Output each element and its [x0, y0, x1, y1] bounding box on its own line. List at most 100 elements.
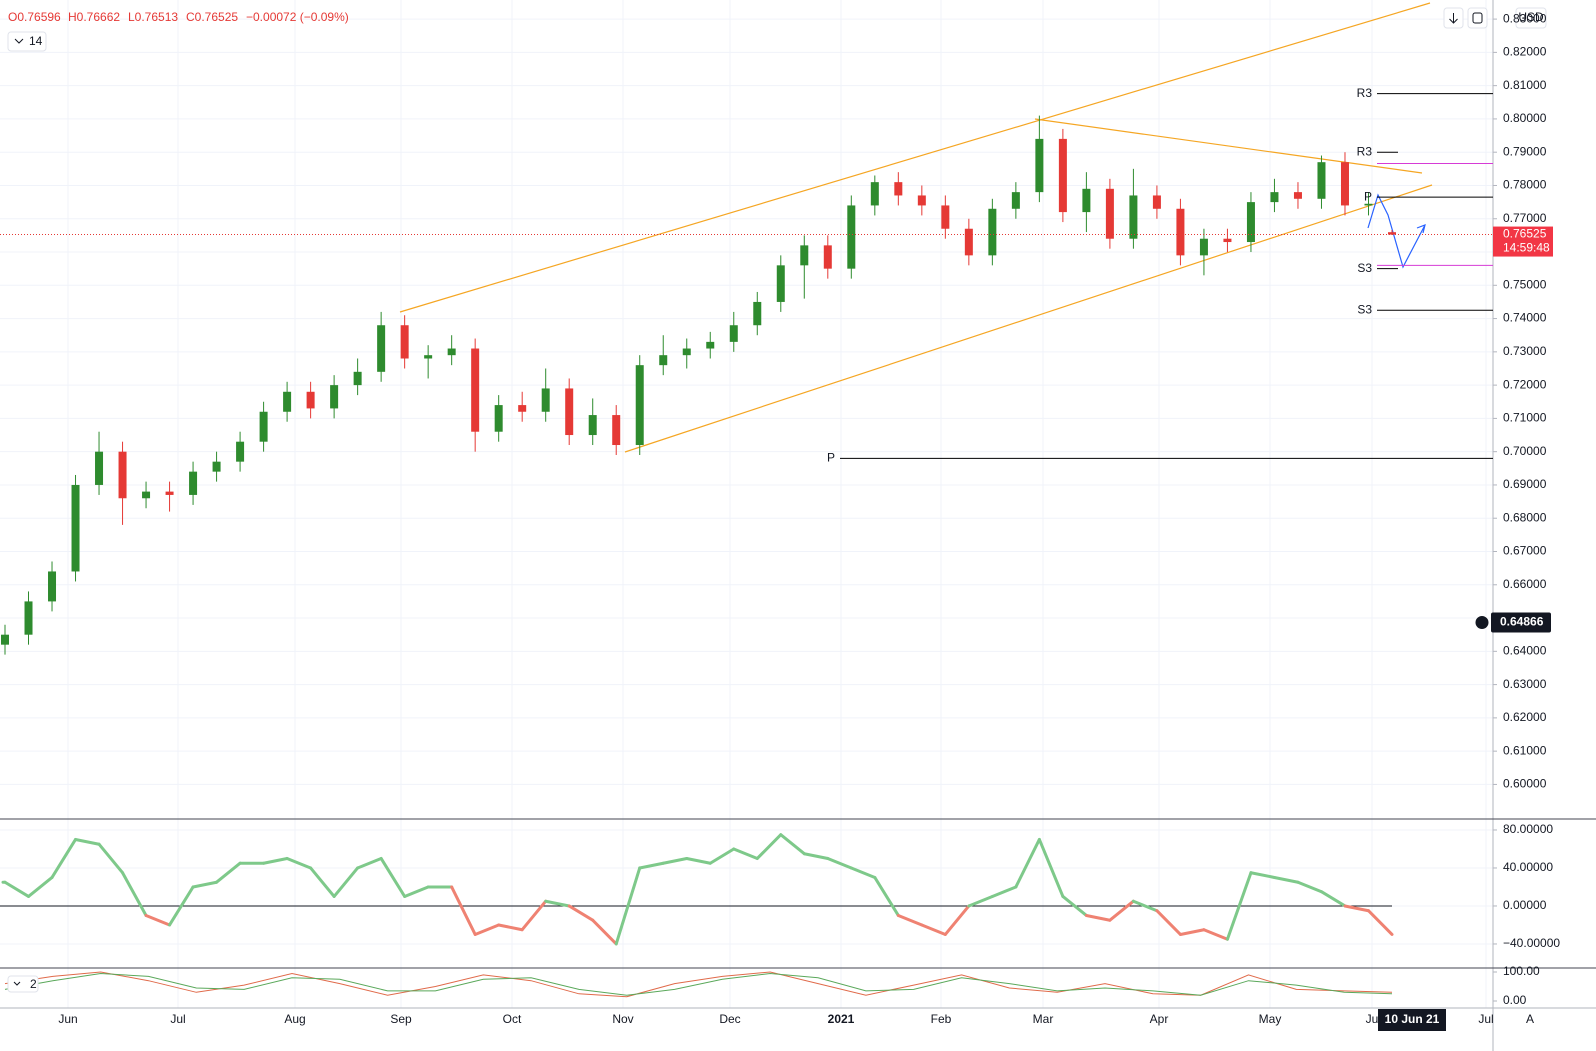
- trendline: [624, 184, 1433, 453]
- oscillator-segment: [1366, 909, 1394, 936]
- candle-body: [165, 491, 174, 495]
- ohlc-low: L0.76513: [128, 10, 178, 24]
- x-tick-label: 2021: [828, 1012, 855, 1026]
- candle-body: [1011, 192, 1020, 209]
- oscillator-segment: [544, 899, 571, 908]
- oscillator-segment: [74, 837, 101, 846]
- candle-body: [1293, 192, 1302, 199]
- trendline: [399, 2, 1431, 313]
- y-tick-label: 0.75000: [1503, 277, 1547, 291]
- x-tick-label: Aug: [284, 1012, 305, 1026]
- candle-body: [1035, 138, 1044, 193]
- indicator-value: 2: [30, 977, 37, 991]
- oscillator-segment: [1131, 899, 1159, 913]
- oscillator-segment: [732, 847, 759, 860]
- pivot-label: S3: [1357, 261, 1372, 275]
- candle-body: [71, 484, 80, 572]
- oscillator-segment: [967, 894, 994, 908]
- scale-mode-button[interactable]: [1520, 1012, 1540, 1032]
- ohlc-change: −0.00072 (−0.09%): [246, 10, 349, 24]
- x-tick-label: Oct: [503, 1012, 522, 1026]
- oscillator-segment: [1296, 880, 1323, 894]
- ohlc-open: O0.76596: [8, 10, 61, 24]
- x-tick-label: Apr: [1150, 1012, 1169, 1026]
- candle-body: [1058, 138, 1067, 213]
- reset-icon: [1472, 12, 1483, 24]
- oscillator-segment: [285, 856, 313, 870]
- candle-body: [518, 405, 527, 412]
- oscillator-segment: [50, 837, 78, 879]
- candle-body: [1340, 162, 1349, 206]
- candle-body: [1105, 188, 1114, 239]
- oscillator-segment: [262, 856, 289, 865]
- x-tick-label: Jun: [58, 1012, 77, 1026]
- y-tick-label: 0.67000: [1503, 544, 1547, 558]
- y-tick-label: 100.00: [1503, 964, 1540, 978]
- oscillator-segment: [638, 861, 665, 870]
- candle-body: [1152, 195, 1161, 209]
- indicator-line: [4, 971, 1393, 998]
- y-tick-label: 0.63000: [1503, 677, 1547, 691]
- candle-body: [612, 415, 621, 446]
- x-tick-label: Feb: [931, 1012, 952, 1026]
- candle-body: [189, 471, 198, 495]
- candle-body: [424, 355, 433, 359]
- y-tick-label: 0.73000: [1503, 344, 1547, 358]
- reset-button[interactable]: [1467, 7, 1488, 29]
- y-tick-label: 0.60000: [1503, 777, 1547, 791]
- oscillator-segment: [826, 856, 853, 870]
- oscillator-segment: [708, 847, 736, 865]
- oscillator-segment: [473, 923, 501, 936]
- trendline: [1034, 118, 1423, 174]
- candle-body: [48, 571, 57, 602]
- candle-body: [283, 391, 292, 412]
- ohlc-high: H0.76662: [68, 10, 120, 24]
- ohlc-close: C0.76525: [186, 10, 238, 24]
- candle-body: [1176, 208, 1185, 256]
- y-tick-label: 0.00000: [1503, 898, 1547, 912]
- oscillator-segment: [591, 918, 618, 946]
- oscillator-segment: [1014, 837, 1041, 889]
- candle-body: [964, 228, 973, 256]
- x-tick-label: Mar: [1033, 1012, 1054, 1026]
- pivot-label: P: [827, 451, 835, 465]
- y-tick-label: 0.71000: [1503, 411, 1547, 425]
- indicator-button[interactable]: [7, 975, 39, 993]
- x-tick-label: Ju: [1366, 1012, 1379, 1026]
- oscillator-segment: [849, 866, 877, 879]
- oscillator-segment: [661, 856, 689, 865]
- interval-button[interactable]: [7, 31, 47, 52]
- oscillator-segment: [144, 913, 172, 927]
- candle-body: [635, 365, 644, 446]
- oscillator-segment: [1155, 909, 1182, 936]
- candle-body: [800, 245, 809, 266]
- candle-body: [894, 182, 903, 196]
- oscillator-segment: [873, 875, 900, 917]
- y-tick-label: 0.74000: [1503, 311, 1547, 325]
- y-tick-label: 0.70000: [1503, 444, 1547, 458]
- candle-body: [142, 491, 151, 499]
- add-alert-button[interactable]: [1474, 615, 1490, 631]
- y-tick-label: −40.00000: [1503, 936, 1560, 950]
- candle-body: [1129, 195, 1138, 239]
- pivot-label: R3: [1357, 144, 1373, 158]
- candle-body: [494, 405, 503, 432]
- candle-body: [1317, 162, 1326, 199]
- crosshair-tag: [1491, 612, 1551, 633]
- y-tick-label: 0.64000: [1503, 643, 1547, 657]
- candle-body: [212, 461, 221, 472]
- x-tick-label: Jul: [170, 1012, 185, 1026]
- oscillator-segment: [520, 899, 548, 932]
- candle-body: [847, 205, 856, 269]
- oscillator-segment: [168, 885, 195, 927]
- projection-arrow: [1367, 193, 1426, 269]
- currency-button[interactable]: [1515, 7, 1547, 29]
- candle-body: [1270, 192, 1279, 203]
- oscillator-segment: [309, 866, 336, 898]
- candle-body: [823, 245, 832, 269]
- oscillator-segment: [356, 856, 383, 870]
- candle-body: [1082, 188, 1091, 213]
- y-tick-label: 0.62000: [1503, 710, 1547, 724]
